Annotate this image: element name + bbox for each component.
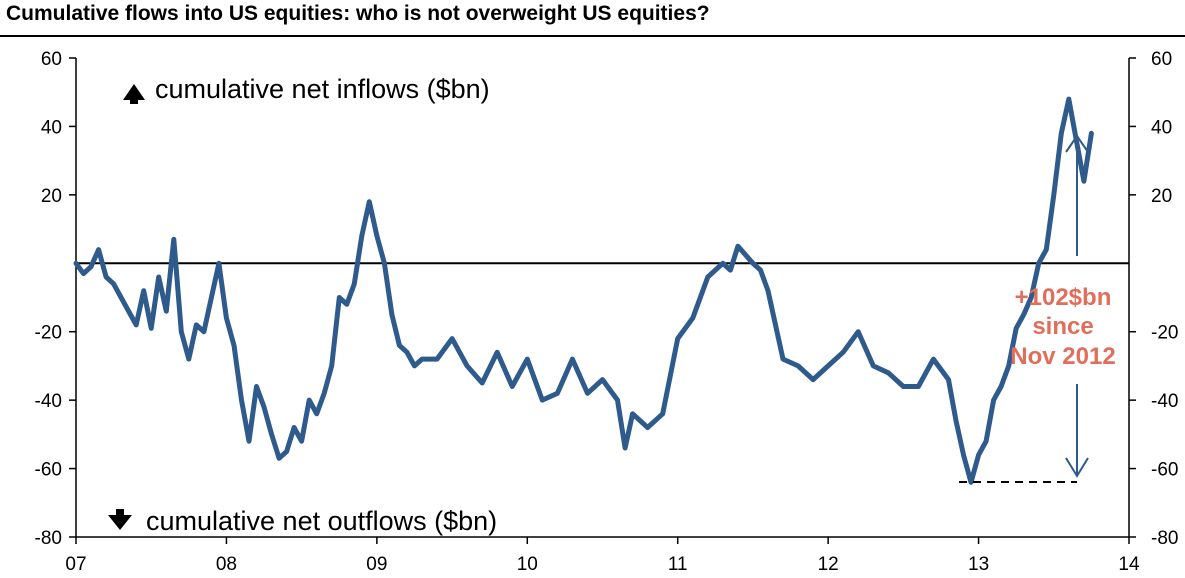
y-tick-label-left: 60 <box>41 49 62 70</box>
y-tick-label-right: -60 <box>1151 460 1178 481</box>
x-tick-label: 14 <box>1118 554 1140 575</box>
y-tick-label-right: 20 <box>1151 186 1172 207</box>
x-tick-label: 12 <box>818 554 839 575</box>
change-label-line2: since <box>1032 313 1093 340</box>
y-tick-label-right: 60 <box>1151 49 1172 70</box>
y-tick-label-left: -20 <box>35 323 62 344</box>
outflow-note: cumulative net outflows ($bn) <box>146 506 497 536</box>
x-tick-label: 09 <box>366 554 387 575</box>
inflow-note: cumulative net inflows ($bn) <box>155 74 490 104</box>
up-arrow-icon <box>123 84 145 104</box>
x-tick-label: 08 <box>216 554 237 575</box>
y-tick-label-right: -40 <box>1151 391 1178 412</box>
y-tick-label-left: 20 <box>41 186 62 207</box>
y-tick-label-left: -80 <box>35 528 62 549</box>
y-tick-label-left: -60 <box>35 460 62 481</box>
change-label-line3: Nov 2012 <box>1010 343 1115 370</box>
change-label-line1: +102$bn <box>1015 284 1112 311</box>
change-arrow-up-head <box>1065 134 1089 153</box>
change-arrow-down-head <box>1065 457 1089 478</box>
annotations: cumulative net inflows ($bn) cumulative n… <box>108 74 1116 536</box>
x-tick-label: 07 <box>65 554 86 575</box>
y-tick-label-right: -20 <box>1151 323 1178 344</box>
series-line <box>73 96 1094 485</box>
x-tick-label: 13 <box>968 554 989 575</box>
y-tick-label-left: -40 <box>35 391 62 412</box>
y-tick-label-right: 40 <box>1151 117 1172 138</box>
axes <box>69 57 1136 544</box>
title-underline <box>0 35 1185 37</box>
down-arrow-icon <box>108 509 132 530</box>
y-tick-label-right: -80 <box>1151 528 1178 549</box>
x-tick-label: 10 <box>517 554 538 575</box>
y-tick-label-left: 40 <box>41 117 62 138</box>
series-layer <box>73 96 1094 485</box>
x-tick-label: 11 <box>668 554 688 575</box>
chart-title: Cumulative flows into US equities: who i… <box>6 2 710 25</box>
